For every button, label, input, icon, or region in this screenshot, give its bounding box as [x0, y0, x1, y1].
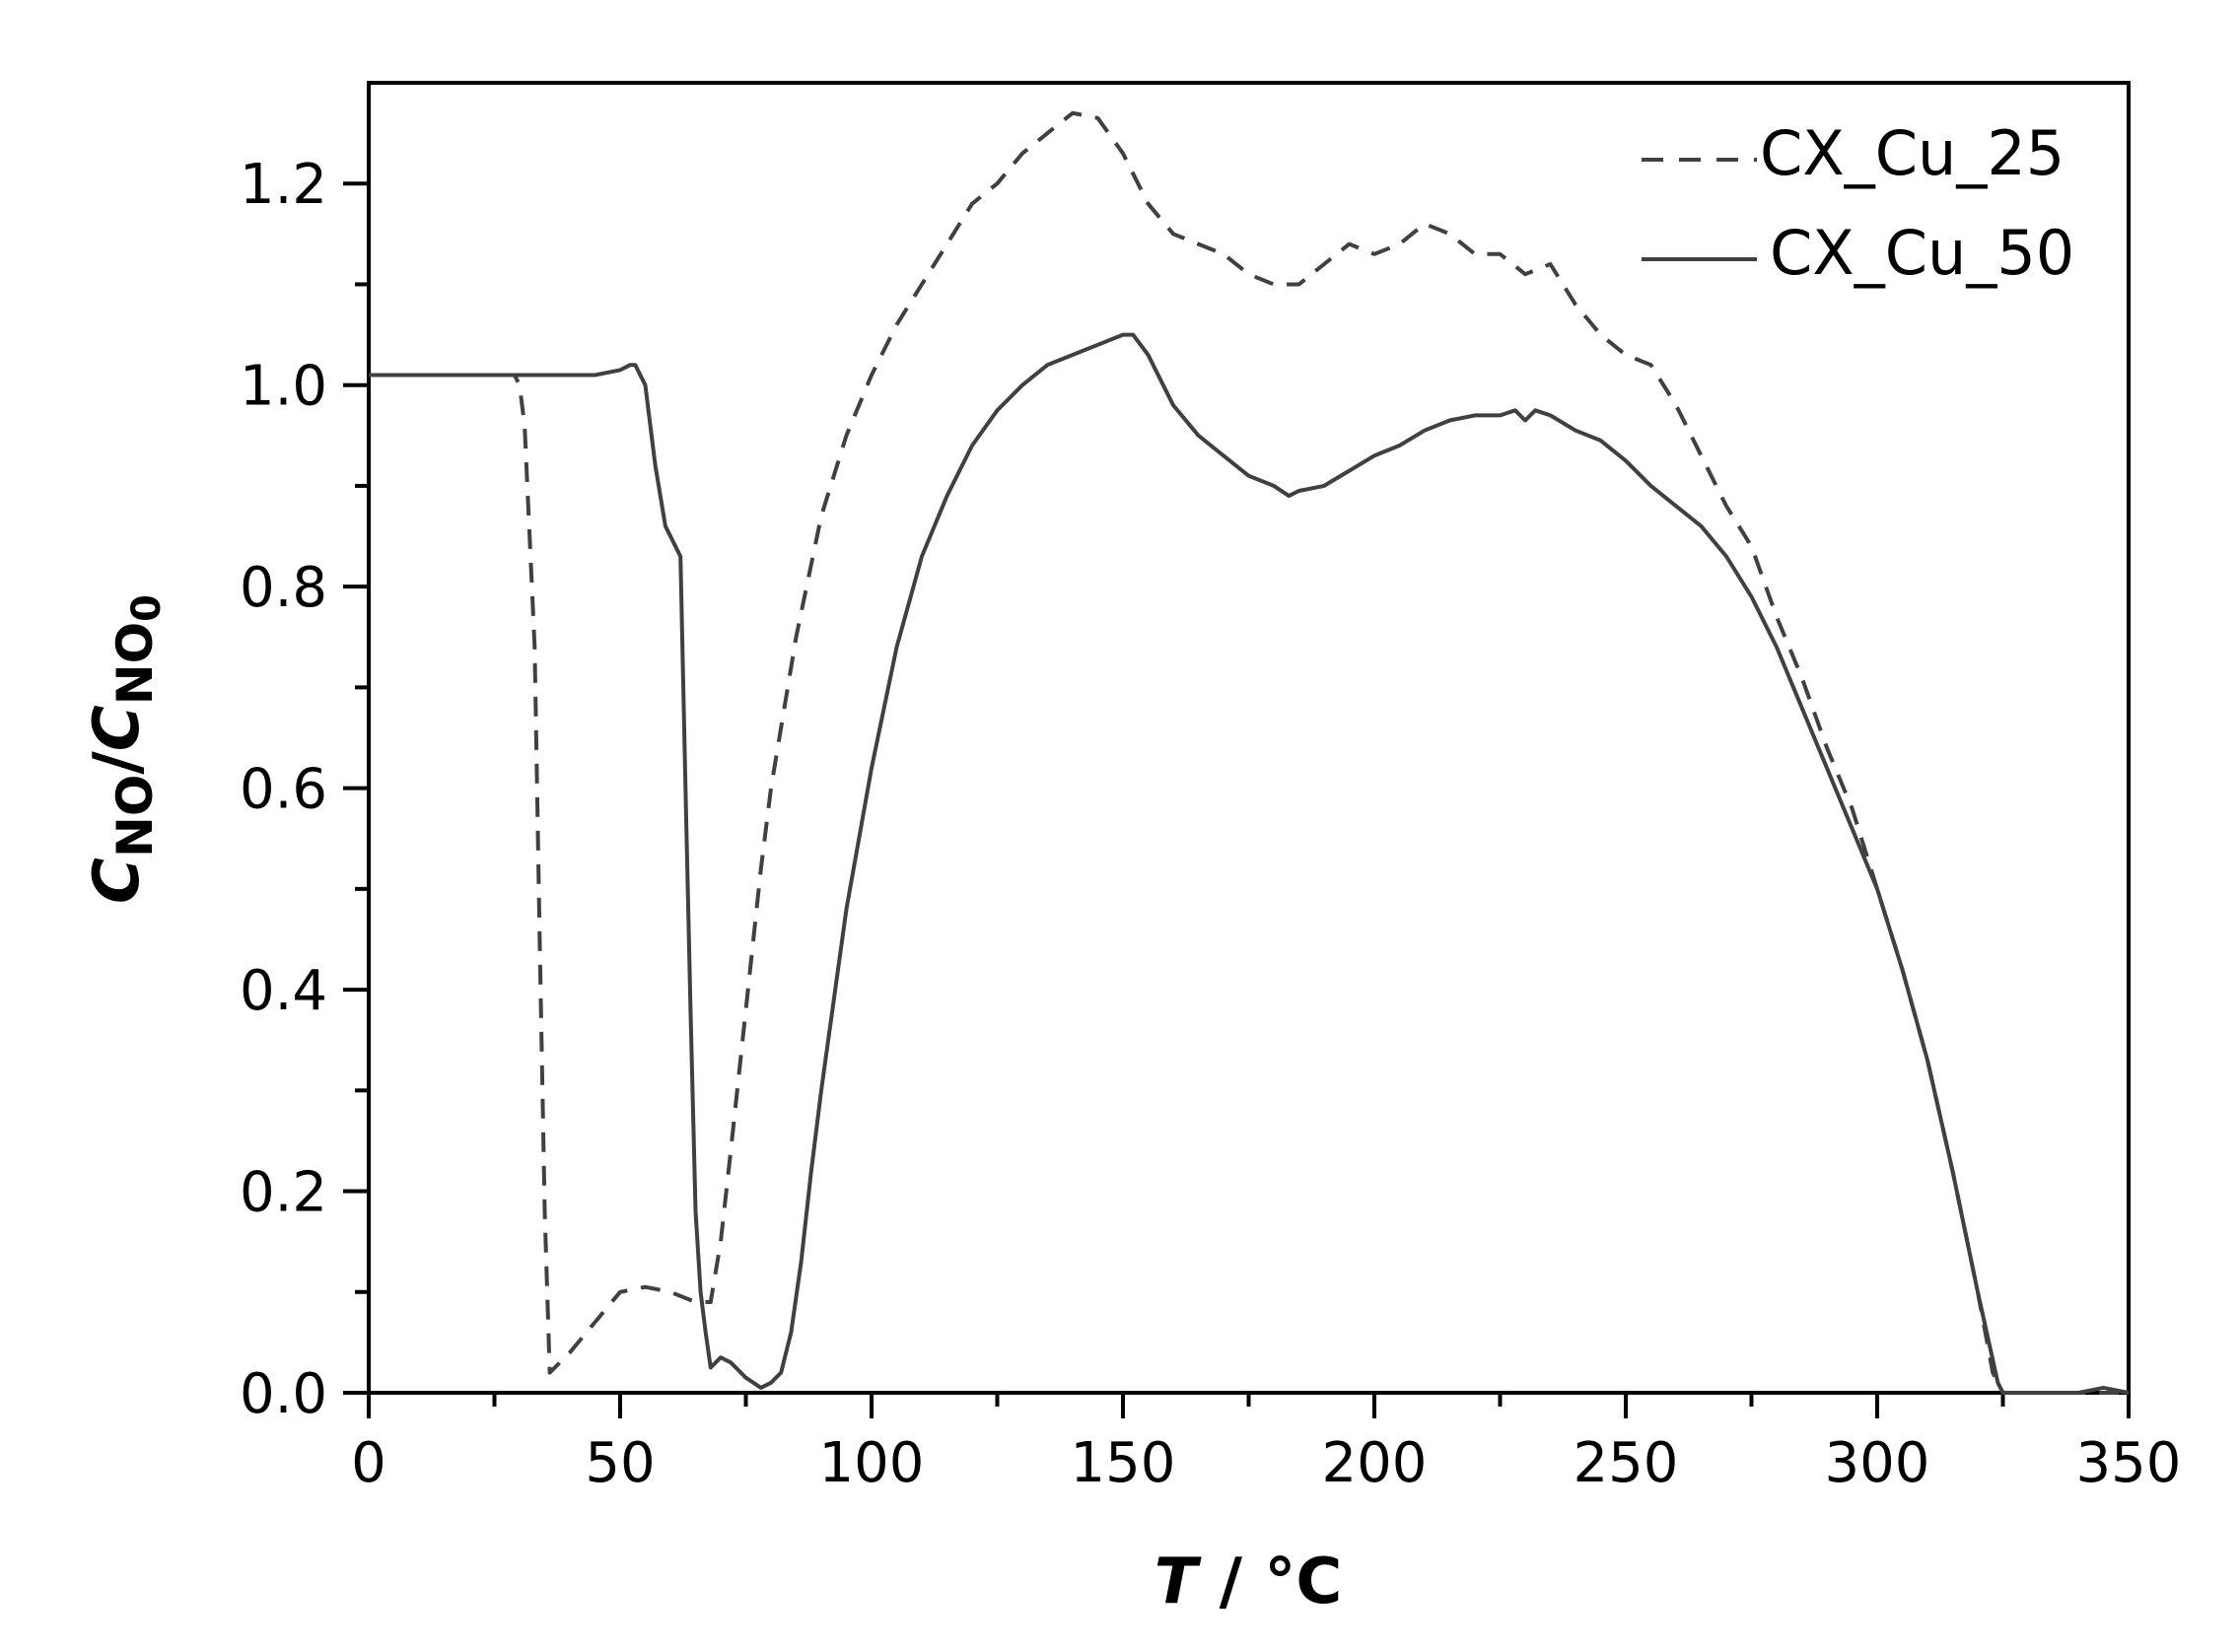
x-tick-label: 0: [351, 1431, 386, 1495]
y-axis-title: CNO/CNO0: [81, 594, 170, 904]
x-axis-title: T / °C: [1155, 1546, 1343, 1618]
y-label-slash: /: [81, 751, 154, 775]
series-cx-cu-25: [369, 110, 2129, 1395]
y-axis-ticks: 0.0 0.2 0.4 0.6 0.8 1.0 1.2: [240, 153, 369, 1426]
series-cx-cu-50: [369, 332, 2130, 1395]
y-label-c1: C: [81, 858, 154, 904]
x-axis-variable: T: [1155, 1546, 1202, 1618]
x-tick-label: 350: [2076, 1431, 2182, 1495]
legend-label-cx-cu-50: CX_Cu_50: [1770, 217, 2074, 289]
legend-label-cx-cu-25: CX_Cu_25: [1760, 117, 2065, 189]
y-label-sub1: NO: [106, 775, 164, 858]
x-tick-label: 100: [819, 1431, 925, 1495]
x-tick-label: 200: [1322, 1431, 1428, 1495]
x-tick-label: 150: [1071, 1431, 1176, 1495]
x-axis-ticks: 0 50 100 150 200 250 300 350: [351, 1393, 2181, 1495]
y-tick-label: 0.0: [240, 1362, 327, 1426]
x-tick-label: 300: [1825, 1431, 1930, 1495]
y-tick-label: 0.8: [240, 556, 327, 620]
y-tick-label: 0.2: [240, 1161, 327, 1225]
y-tick-label: 1.2: [240, 153, 327, 217]
x-axis-unit: / °C: [1197, 1546, 1342, 1618]
x-tick-label: 50: [585, 1431, 655, 1495]
legend: CX_Cu_25 CX_Cu_50: [1642, 117, 2074, 289]
data-series: [369, 110, 2130, 1395]
y-label-c2: C: [81, 705, 154, 751]
y-label-sub3: 0: [124, 594, 170, 622]
y-tick-label: 0.6: [240, 758, 327, 822]
y-tick-label: 1.0: [240, 355, 327, 419]
y-tick-label: 0.4: [240, 959, 327, 1023]
x-tick-label: 250: [1574, 1431, 1679, 1495]
y-label-sub2: NO: [106, 622, 164, 705]
